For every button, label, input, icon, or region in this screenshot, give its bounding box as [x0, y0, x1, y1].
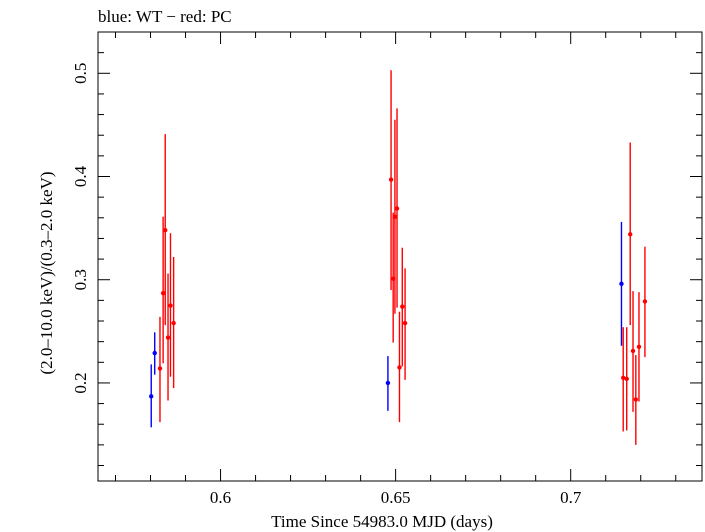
data-point: [165, 335, 171, 340]
plot-frame: [97, 31, 703, 482]
y-tick-label: 0.4: [71, 165, 90, 187]
x-tick-label: 0.6: [210, 488, 231, 507]
data-point: [149, 394, 154, 399]
data-point: [388, 177, 394, 182]
data-point: [168, 303, 173, 308]
data-point: [160, 290, 166, 296]
data-point: [152, 350, 157, 356]
data-point: [630, 348, 636, 354]
y-tick-label: 0.5: [71, 63, 90, 84]
x-axis-label: Time Since 54983.0 MJD (days): [271, 512, 493, 531]
data-point: [163, 227, 168, 233]
data-point: [628, 232, 633, 237]
data-point: [621, 375, 626, 380]
data-point: [392, 214, 398, 219]
data-point: [157, 366, 163, 371]
data-series: [149, 70, 648, 445]
data-point: [624, 376, 629, 382]
data-point: [385, 380, 391, 386]
y-tick-label: 0.2: [71, 372, 90, 393]
series-wt: [149, 221, 624, 428]
data-point: [619, 281, 624, 287]
x-tick-label: 0.7: [560, 488, 582, 507]
x-axis-ticks: 0.6 0.65 0.7: [115, 32, 677, 507]
data-point: [633, 397, 639, 402]
x-tick-label: 0.65: [381, 488, 411, 507]
y-axis-ticks: 0.2 0.3 0.4 0.5: [71, 31, 702, 467]
chart-title: blue: WT − red: PC: [98, 7, 232, 26]
y-axis-label: (2.0–10.0 keV)/(0.3–2.0 keV): [37, 171, 56, 374]
data-point: [400, 304, 405, 309]
y-tick-label: 0.3: [71, 269, 90, 290]
data-point: [636, 344, 642, 350]
series-pc: [157, 70, 648, 445]
data-point: [171, 320, 176, 326]
data-point: [642, 299, 648, 304]
data-point: [394, 206, 400, 211]
data-point: [402, 320, 408, 326]
data-point: [397, 365, 402, 370]
